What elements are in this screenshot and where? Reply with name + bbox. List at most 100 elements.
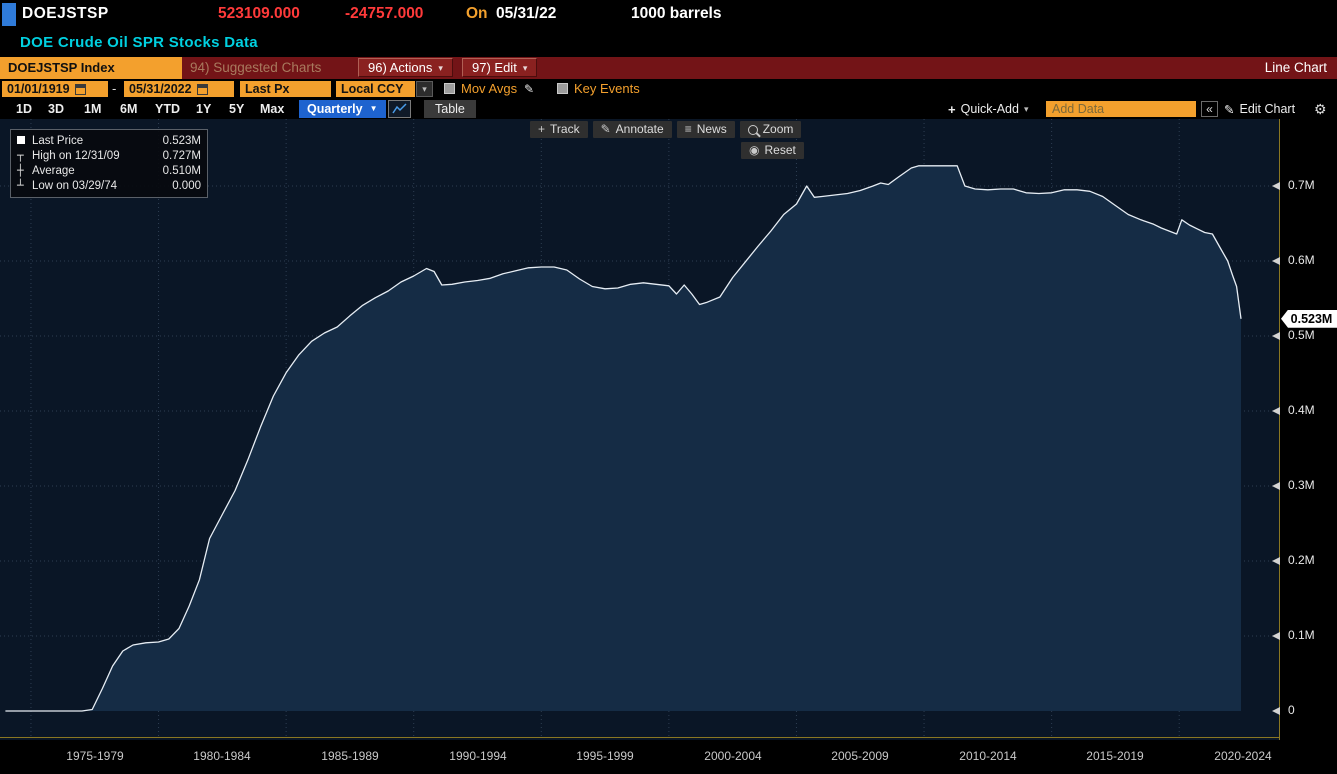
collapse-panel-button[interactable]: « — [1201, 101, 1218, 117]
date-from-value: 01/01/1919 — [7, 82, 70, 96]
x-axis-label: 1980-1984 — [193, 749, 251, 763]
y-tick-marker — [1272, 257, 1280, 265]
price-change-value: -24757.000 — [345, 5, 424, 22]
y-tick-marker — [1272, 407, 1280, 415]
security-color-tag — [2, 3, 16, 26]
mov-avgs-checkbox[interactable] — [444, 83, 455, 94]
y-axis-label: 0 — [1288, 703, 1295, 717]
plus-icon: + — [948, 101, 956, 117]
security-input-field[interactable]: DOEJSTSP Index — [0, 57, 182, 79]
y-axis-label: 0.3M — [1288, 478, 1315, 492]
x-axis-label: 1975-1979 — [66, 749, 124, 763]
chart-area: Last Price 0.523M ┬ High on 12/31/09 0.7… — [0, 119, 1337, 740]
suggested-charts-button[interactable]: 94) Suggested Charts — [190, 60, 322, 75]
calendar-icon[interactable] — [74, 83, 86, 95]
line-chart-icon — [392, 103, 407, 114]
price-type-field[interactable]: Last Px — [240, 81, 331, 97]
x-axis-label: 1995-1999 — [576, 749, 634, 763]
quick-add-button[interactable]: + Quick-Add ▾ — [948, 99, 1028, 119]
period-button-3d[interactable]: 3D — [48, 102, 64, 116]
gear-icon[interactable]: ⚙ — [1314, 101, 1327, 117]
y-tick-marker — [1272, 482, 1280, 490]
actions-button[interactable]: 96) Actions ▾ — [358, 58, 453, 77]
edit-chart-button[interactable]: ✎ Edit Chart — [1224, 99, 1295, 119]
x-axis: 1975-1979 1980-1984 1985-1989 1990-1994 1995… — [0, 740, 1337, 774]
chart-legend: Last Price 0.523M ┬ High on 12/31/09 0.7… — [10, 129, 208, 198]
chart-type-label: Line Chart — [1264, 60, 1327, 75]
x-axis-label: 2010-2014 — [959, 749, 1017, 763]
y-axis-label: 0.7M — [1288, 178, 1315, 192]
edit-label: 97) Edit — [472, 59, 517, 75]
mov-avgs-edit-icon[interactable]: ✎ — [524, 82, 535, 96]
chart-settings-toolbar: 01/01/1919 - 05/31/2022 Last Px Local CC… — [0, 79, 1337, 99]
actions-label: 96) Actions — [368, 59, 433, 75]
track-label: Track — [550, 122, 580, 136]
unit-label: 1000 barrels — [631, 5, 722, 22]
last-price-value: 523109.000 — [218, 5, 300, 22]
frequency-select[interactable]: Quarterly ▼ — [299, 100, 386, 118]
legend-row-last-price: Last Price 0.523M — [17, 133, 201, 148]
legend-label: Low on 03/29/74 — [32, 179, 118, 192]
legend-value: 0.727M — [162, 149, 201, 162]
reset-icon: ◉ — [749, 143, 760, 157]
y-tick-marker — [1272, 182, 1280, 190]
calendar-icon[interactable] — [196, 83, 208, 95]
legend-value: 0.510M — [162, 164, 201, 177]
period-toolbar: 1D 3D 1M 6M YTD 1Y 5Y Max Quarterly ▼ Ta… — [0, 99, 1337, 119]
key-events-label[interactable]: Key Events — [574, 81, 640, 96]
news-icon: ≡ — [684, 122, 692, 136]
line-chart-style-button[interactable] — [388, 100, 411, 118]
last-price-axis-tag: 0.523M — [1281, 309, 1337, 328]
security-description-row: DOE Crude Oil SPR Stocks Data — [0, 31, 1337, 57]
security-header-row: DOEJSTSP 523109.000 -24757.000 On 05/31/… — [0, 0, 1337, 30]
period-button-1y[interactable]: 1Y — [196, 102, 212, 116]
reset-button[interactable]: ◉ Reset — [741, 142, 804, 159]
caret-down-icon: ▾ — [1023, 103, 1029, 114]
mov-avgs-label[interactable]: Mov Avgs — [461, 81, 518, 96]
y-axis-label: 0.4M — [1288, 403, 1315, 417]
table-button[interactable]: Table — [424, 100, 476, 118]
y-tick-marker — [1272, 557, 1280, 565]
key-events-checkbox[interactable] — [557, 83, 568, 94]
annotate-icon: ✎ — [600, 122, 611, 136]
edit-button[interactable]: 97) Edit ▾ — [462, 58, 538, 77]
legend-label: Last Price — [32, 134, 84, 147]
x-axis-label: 1985-1989 — [321, 749, 379, 763]
chart-plot-area[interactable] — [0, 119, 1280, 740]
chart-overlay-toolbar: + Track ✎ Annotate ≡ News Zoom — [530, 121, 802, 138]
y-axis: 0.7M 0.6M 0.5M 0.4M 0.3M 0.2M 0.1M 0 — [1288, 119, 1337, 740]
caret-down-icon: ▼ — [369, 104, 378, 113]
currency-field[interactable]: Local CCY — [336, 81, 415, 97]
y-axis-label: 0.6M — [1288, 253, 1315, 267]
y-tick-marker — [1272, 332, 1280, 340]
y-axis-label: 0.2M — [1288, 553, 1315, 567]
y-axis-label: 0.5M — [1288, 328, 1315, 342]
period-button-max[interactable]: Max — [260, 102, 285, 116]
news-button[interactable]: ≡ News — [676, 121, 735, 138]
caret-down-icon: ▾ — [438, 62, 443, 73]
period-button-5y[interactable]: 5Y — [229, 102, 245, 116]
currency-dropdown-button[interactable]: ▾ — [416, 81, 433, 97]
area-series — [5, 165, 1241, 712]
legend-row-low: ┴ Low on 03/29/74 0.000 — [17, 178, 201, 193]
zoom-label: Zoom — [762, 122, 794, 136]
annotate-label: Annotate — [615, 122, 664, 136]
add-data-input[interactable]: Add Data — [1046, 101, 1196, 117]
period-button-1d[interactable]: 1D — [16, 102, 32, 116]
period-button-ytd[interactable]: YTD — [155, 102, 180, 116]
low-marker-icon: ┴ — [17, 179, 24, 192]
y-tick-marker — [1272, 707, 1280, 715]
caret-down-icon: ▾ — [522, 62, 528, 73]
date-to-field[interactable]: 05/31/2022 — [124, 81, 234, 97]
period-button-1m[interactable]: 1M — [84, 102, 102, 116]
caret-down-icon: ▾ — [422, 84, 427, 94]
zoom-icon — [747, 124, 758, 135]
zoom-button[interactable]: Zoom — [739, 121, 802, 138]
y-tick-marker — [1272, 632, 1280, 640]
price-type-value: Last Px — [245, 82, 290, 96]
date-from-field[interactable]: 01/01/1919 — [2, 81, 108, 97]
annotate-button[interactable]: ✎ Annotate — [592, 121, 672, 138]
track-button[interactable]: + Track — [530, 121, 588, 138]
period-button-6m[interactable]: 6M — [120, 102, 138, 116]
